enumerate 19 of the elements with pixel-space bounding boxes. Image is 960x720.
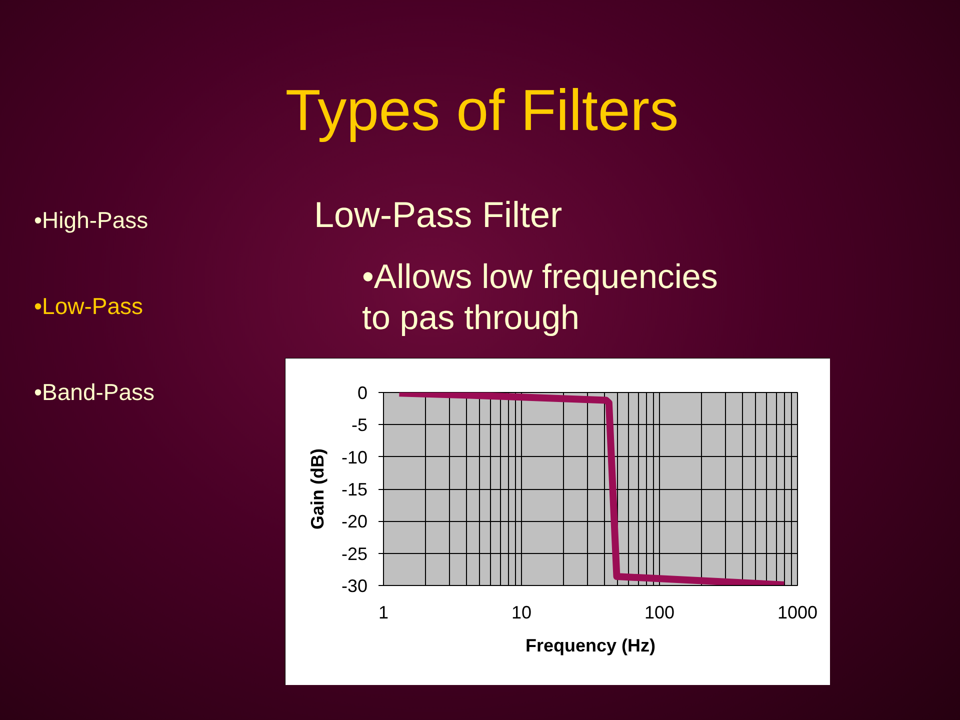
y-tick-label: -5: [351, 415, 368, 436]
x-tick-label: 1000: [777, 602, 818, 622]
y-tick-label: 0: [357, 383, 368, 403]
y-axis-title: Gain (dB): [307, 448, 328, 530]
x-tick-label: 100: [644, 602, 675, 622]
chart-subtitle: Low-Pass Filter: [314, 194, 562, 235]
x-tick-label: 10: [511, 602, 532, 622]
x-axis-title: Frequency (Hz): [525, 636, 656, 656]
y-tick-label: -10: [341, 447, 368, 468]
text: •Band-Pass: [34, 379, 155, 405]
text: •Low-Pass: [34, 293, 144, 319]
text: •Allows low frequencies to pas through: [362, 257, 719, 339]
chart-title: Types of Filters: [284, 78, 680, 143]
x-tick-label: 1: [378, 602, 389, 622]
y-tick-label: -15: [341, 480, 368, 500]
y-tick-label: -30: [341, 576, 368, 596]
y-tick-label: -25: [341, 544, 368, 564]
text: •High-Pass: [34, 207, 148, 233]
y-tick-label: -20: [341, 512, 368, 532]
